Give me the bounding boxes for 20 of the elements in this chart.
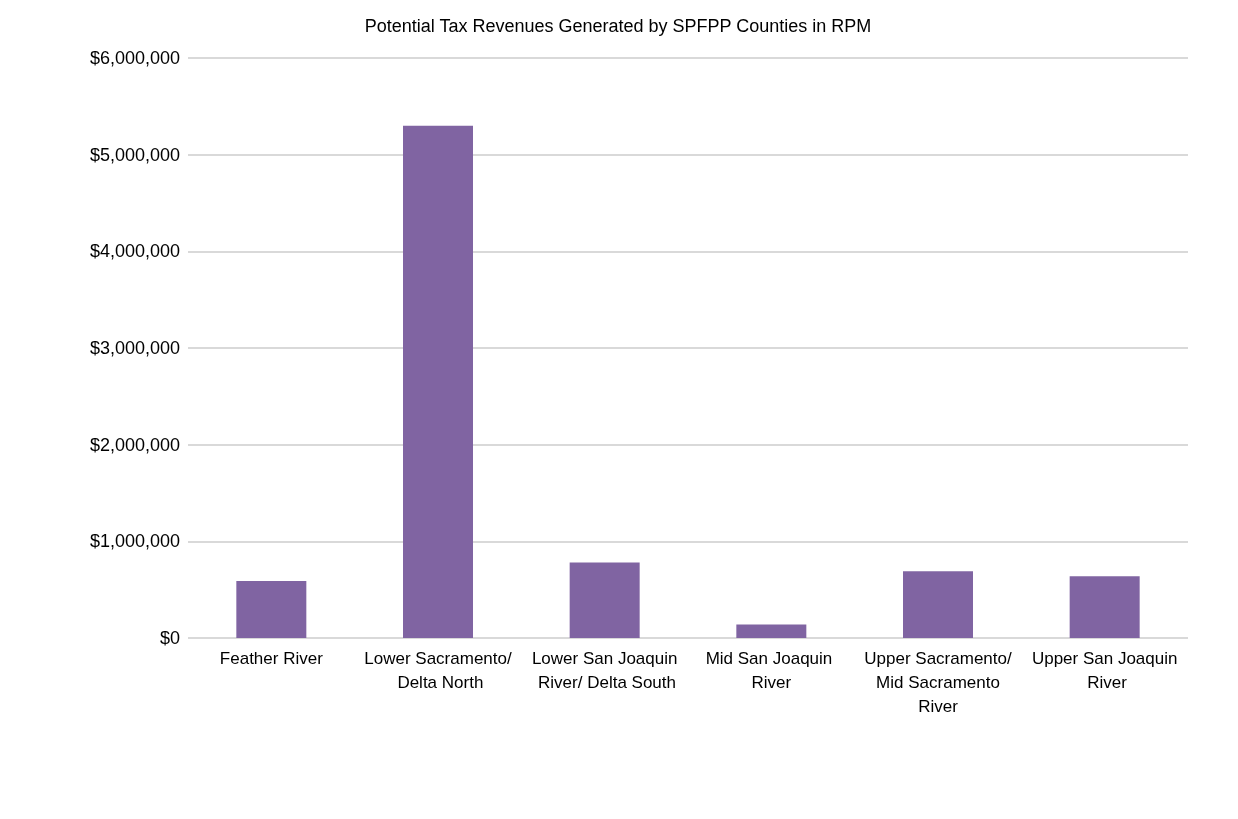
x-tick-label: Feather River [219,648,324,668]
bar [236,580,307,638]
bar [1069,576,1140,638]
y-tick-label: $5,000,000 [89,144,180,165]
y-tick-label: $0 [159,628,180,648]
x-tick-label: Upper Sacramento/ Mid Sacramento River [864,648,1012,716]
x-tick-label: Upper San Joaquin River [1031,648,1178,692]
y-tick-label: $3,000,000 [89,338,180,358]
y-tick-label: $6,000,000 [89,48,180,68]
y-tick-label: $4,000,000 [89,241,180,262]
chart-title: Potential Tax Revenues Generated by SPFPP Counties in RPM [364,16,872,36]
bar [903,571,973,638]
x-tick-label: Lower San Joaquin River/ Delta South [531,648,678,692]
bar [569,562,640,638]
y-tick-label: $2,000,000 [89,434,180,455]
y-tick-label: $1,000,000 [89,531,180,552]
x-tick-label: Mid San Joaquin River [705,648,838,692]
bar [736,624,807,638]
bar [403,125,473,638]
x-tick-label: Lower Sacramento/ Delta North [364,648,512,692]
